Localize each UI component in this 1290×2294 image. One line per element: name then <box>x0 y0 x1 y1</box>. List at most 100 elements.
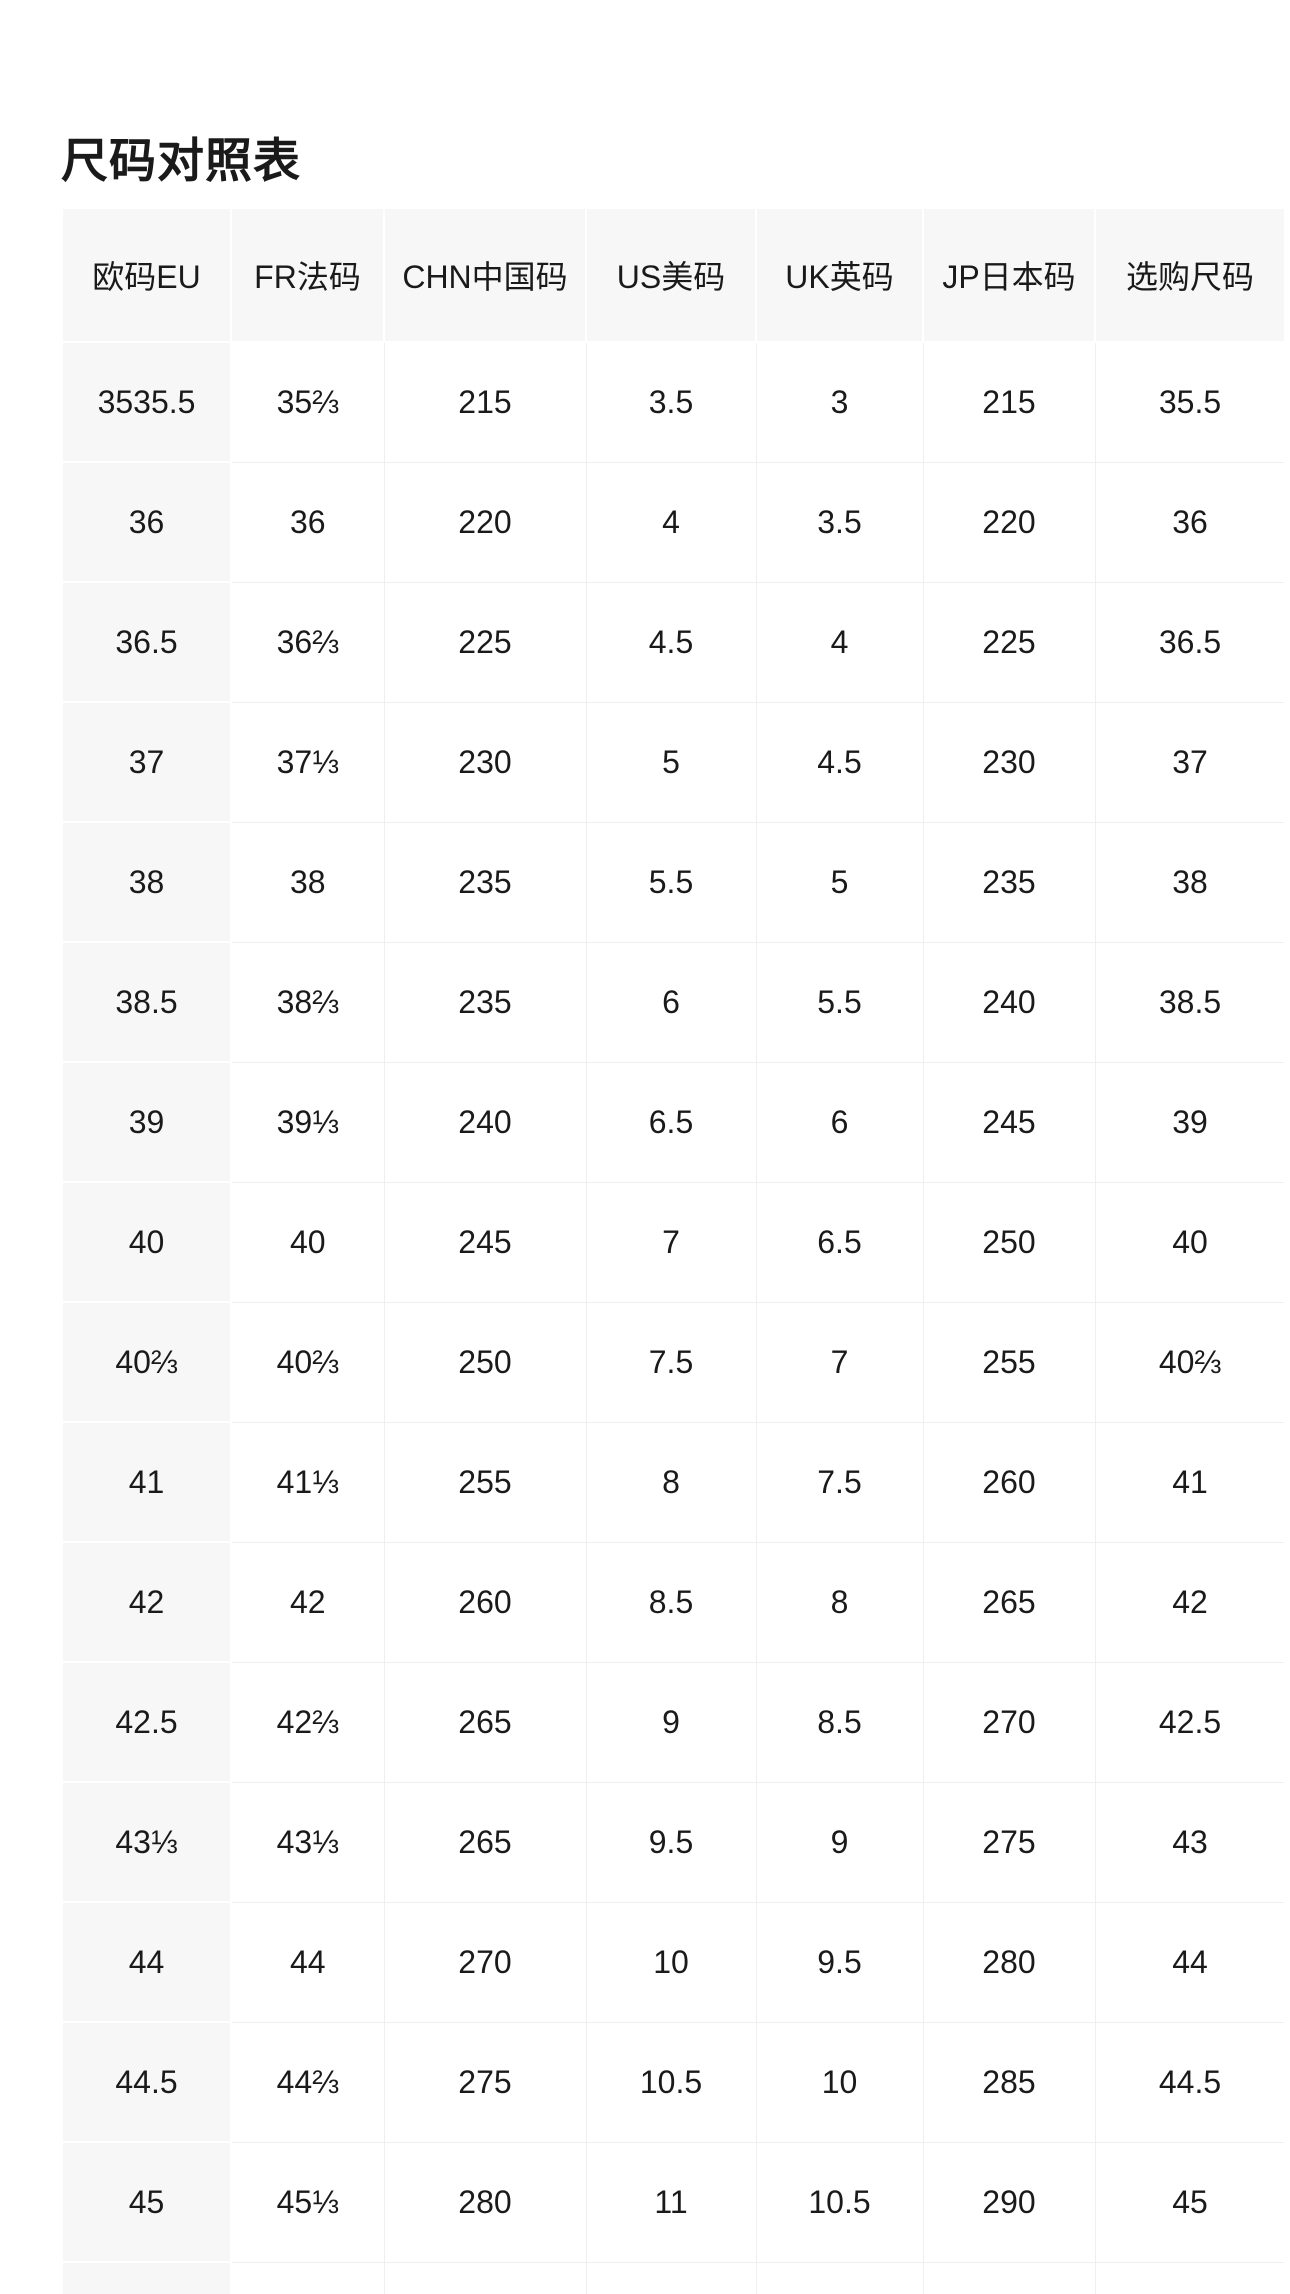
table-cell: 35⅔ <box>230 341 385 463</box>
table-row: 37 37⅓ 230 5 4.5 230 37 <box>61 701 1284 823</box>
table-row: 40 40 245 7 6.5 250 40 <box>61 1181 1284 1303</box>
table-cell: 45 <box>1094 2141 1284 2263</box>
column-header-4: UK英码 <box>755 207 924 343</box>
table-cell: 44 <box>61 1901 232 2023</box>
table-cell: 42 <box>230 1541 385 1663</box>
table-cell: 5 <box>585 701 757 823</box>
table-cell: 5.5 <box>755 941 924 1063</box>
table-cell: 270 <box>383 1901 587 2023</box>
table-cell: 6 <box>755 1061 924 1183</box>
table-cell: 265 <box>383 1781 587 1903</box>
table-cell: 235 <box>922 821 1096 943</box>
table-cell: 43⅓ <box>61 1781 232 1903</box>
table-cell: 40⅔ <box>230 1301 385 1423</box>
table-cell: 38.5 <box>61 941 232 1063</box>
table-cell: 41 <box>61 1421 232 1543</box>
table-cell: 40 <box>1094 1181 1284 1303</box>
table-cell: 10.5 <box>585 2021 757 2143</box>
table-cell: 230 <box>383 701 587 823</box>
table-row: 36 36 220 4 3.5 220 36 <box>61 461 1284 583</box>
table-cell <box>383 2261 587 2294</box>
table-cell: 275 <box>922 1781 1096 1903</box>
table-cell: 280 <box>383 2141 587 2263</box>
table-row: 3535.5 35⅔ 215 3.5 3 215 35.5 <box>61 341 1284 463</box>
table-cell: 220 <box>383 461 587 583</box>
table-cell: 8.5 <box>755 1661 924 1783</box>
header-row: 欧码EU FR法码 CHN中国码 US美码 UK英码 JP日本码 选购尺码 <box>61 207 1284 343</box>
table-cell: 7.5 <box>585 1301 757 1423</box>
table-cell: 44 <box>230 1901 385 2023</box>
table-cell: 42.5 <box>61 1661 232 1783</box>
table-row: 44.5 44⅔ 275 10.5 10 285 44.5 <box>61 2021 1284 2143</box>
table-cell: 36 <box>61 461 232 583</box>
table-cell: 290 <box>922 2141 1096 2263</box>
table-body: 3535.5 35⅔ 215 3.5 3 215 35.5 36 36 220 4 3.5 220 36 3… <box>61 341 1284 2294</box>
table-cell: 7 <box>755 1301 924 1423</box>
table-cell: 42⅔ <box>230 1661 385 1783</box>
table-cell: 40 <box>230 1181 385 1303</box>
table-cell: 9.5 <box>585 1781 757 1903</box>
table-cell: 44⅔ <box>230 2021 385 2143</box>
table-row: 43⅓ 43⅓ 265 9.5 9 275 43 <box>61 1781 1284 1903</box>
table-cell: 9 <box>585 1661 757 1783</box>
table-row: 38 38 235 5.5 5 235 38 <box>61 821 1284 943</box>
table-cell: 38 <box>230 821 385 943</box>
table-cell: 45 <box>61 2141 232 2263</box>
table-cell: 41 <box>1094 1421 1284 1543</box>
page-title: 尺码对照表 <box>61 134 301 187</box>
table-cell <box>755 2261 924 2294</box>
table-cell: 3.5 <box>585 341 757 463</box>
table-row: 44 44 270 10 9.5 280 44 <box>61 1901 1284 2023</box>
size-table-container: 欧码EU FR法码 CHN中国码 US美码 UK英码 JP日本码 选购尺码 3535.5 35… <box>61 207 1284 2294</box>
table-cell: 38⅔ <box>230 941 385 1063</box>
table-cell: 8.5 <box>585 1541 757 1663</box>
column-header-2: CHN中国码 <box>383 207 587 343</box>
column-header-5: JP日本码 <box>922 207 1096 343</box>
table-cell: 42 <box>61 1541 232 1663</box>
table-cell: 36.5 <box>61 581 232 703</box>
table-row: 45 45⅓ 280 11 10.5 290 45 <box>61 2141 1284 2263</box>
table-cell: 3 <box>755 341 924 463</box>
table-cell: 36⅔ <box>230 581 385 703</box>
table-cell: 250 <box>383 1301 587 1423</box>
table-row: 41 41⅓ 255 8 7.5 260 41 <box>61 1421 1284 1543</box>
table-cell: 37⅓ <box>230 701 385 823</box>
table-cell: 215 <box>383 341 587 463</box>
table-cell: 36 <box>1094 461 1284 583</box>
table-cell: 270 <box>922 1661 1096 1783</box>
table-cell: 8 <box>755 1541 924 1663</box>
table-cell <box>61 2261 232 2294</box>
table-cell: 220 <box>922 461 1096 583</box>
table-cell: 35.5 <box>1094 341 1284 463</box>
table-cell: 36.5 <box>1094 581 1284 703</box>
table-cell: 4.5 <box>755 701 924 823</box>
table-cell: 240 <box>922 941 1096 1063</box>
column-header-0: 欧码EU <box>61 207 232 343</box>
table-cell: 44.5 <box>61 2021 232 2143</box>
table-cell: 41⅓ <box>230 1421 385 1543</box>
table-cell: 38.5 <box>1094 941 1284 1063</box>
table-cell: 6.5 <box>755 1181 924 1303</box>
table-cell: 4 <box>755 581 924 703</box>
table-cell: 10 <box>755 2021 924 2143</box>
table-cell: 230 <box>922 701 1096 823</box>
table-cell: 43⅓ <box>230 1781 385 1903</box>
table-cell: 8 <box>585 1421 757 1543</box>
table-cell: 43 <box>1094 1781 1284 1903</box>
table-cell: 44 <box>1094 1901 1284 2023</box>
table-cell: 6.5 <box>585 1061 757 1183</box>
table-cell: 11 <box>585 2141 757 2263</box>
table-cell: 215 <box>922 341 1096 463</box>
table-cell: 39 <box>61 1061 232 1183</box>
table-cell: 9 <box>755 1781 924 1903</box>
table-cell: 255 <box>383 1421 587 1543</box>
table-cell: 5 <box>755 821 924 943</box>
table-row-partial <box>61 2261 1284 2294</box>
table-cell: 45⅓ <box>230 2141 385 2263</box>
table-cell: 3535.5 <box>61 341 232 463</box>
table-cell: 42.5 <box>1094 1661 1284 1783</box>
table-cell: 7.5 <box>755 1421 924 1543</box>
table-row: 38.5 38⅔ 235 6 5.5 240 38.5 <box>61 941 1284 1063</box>
table-cell <box>922 2261 1096 2294</box>
table-cell: 240 <box>383 1061 587 1183</box>
